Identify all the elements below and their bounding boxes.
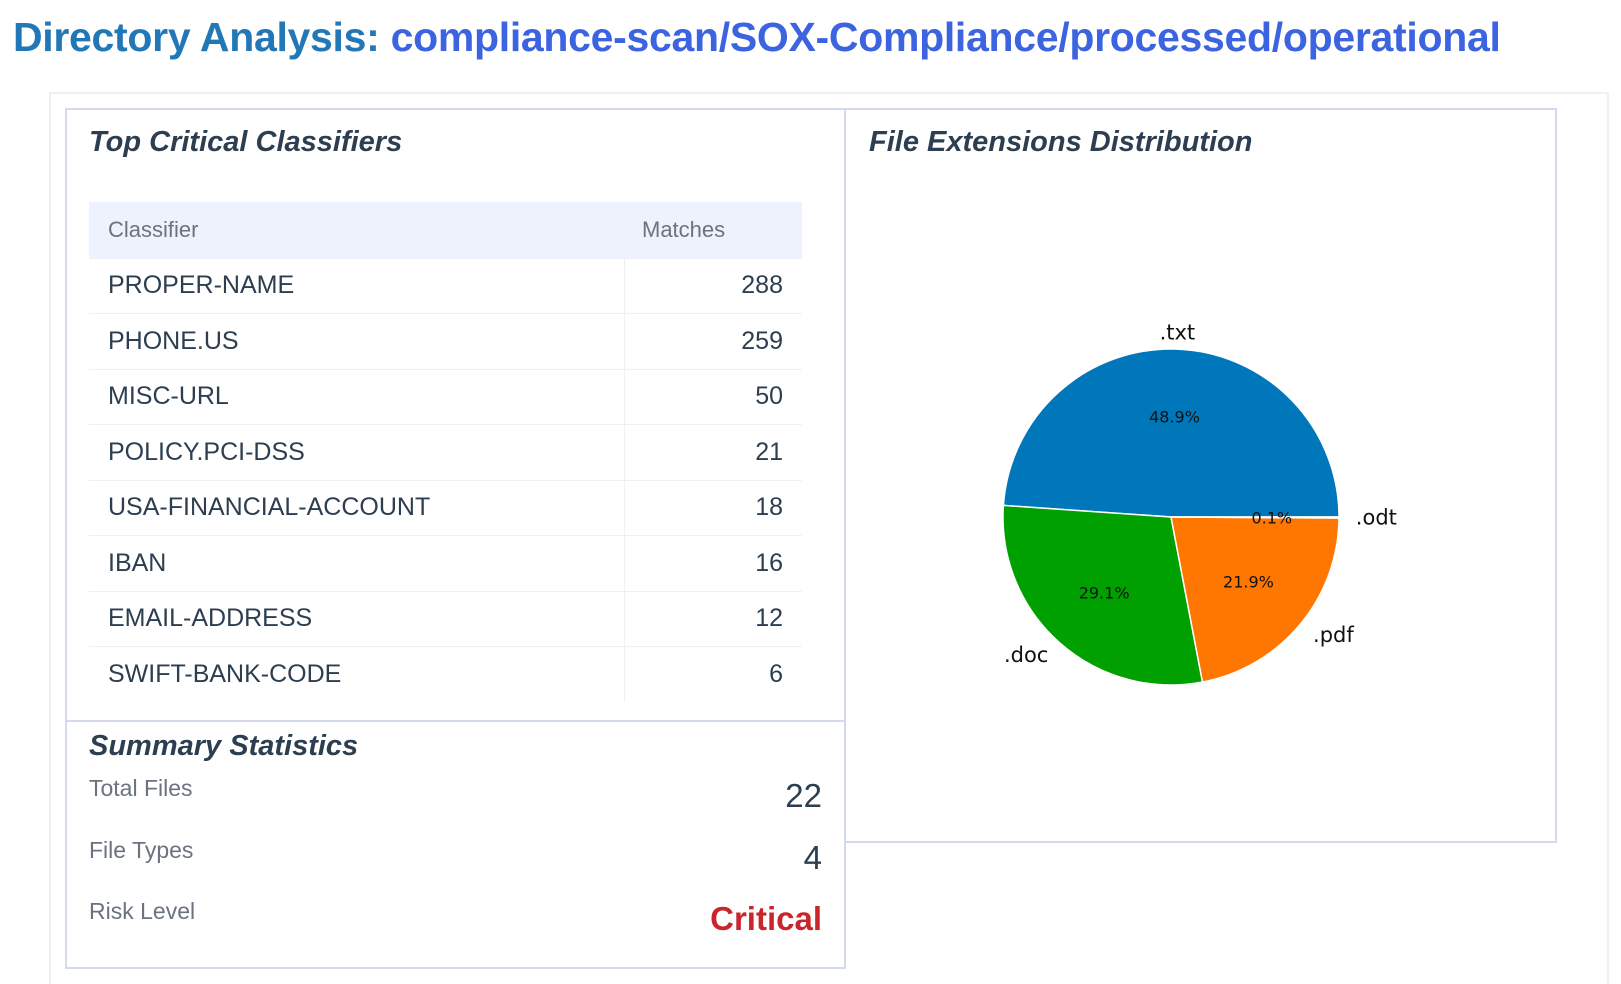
classifier-name: MISC-URL	[89, 368, 624, 425]
pie-percent-label: 21.9%	[1223, 572, 1274, 591]
risk-level-badge: Critical	[710, 900, 822, 937]
pie-percent-label: 29.1%	[1079, 583, 1130, 602]
classifier-name: USA-FINANCIAL-ACCOUNT	[89, 479, 624, 536]
directory-path: compliance-scan/SOX-Compliance/processed…	[390, 14, 1501, 60]
pie-slice-odt	[1170, 516, 1340, 519]
classifier-name: SWIFT-BANK-CODE	[89, 646, 624, 702]
summary-panel: Summary Statistics Total Files 22 File T…	[65, 720, 846, 969]
stat-file-types: File Types 4	[89, 829, 822, 879]
classifier-name: PHONE.US	[89, 313, 624, 369]
match-count: 12	[623, 590, 802, 647]
classifiers-table: Classifier Matches PROPER-NAME 288 PHONE.U…	[89, 202, 802, 702]
page-title: Directory Analysis: compliance-scan/SOX-…	[13, 14, 1501, 61]
summary-title: Summary Statistics	[89, 730, 359, 762]
match-count: 21	[623, 424, 802, 480]
classifier-name: POLICY.PCI-DSS	[89, 424, 624, 480]
table-row: PHONE.US 259	[89, 313, 802, 369]
table-row: PROPER-NAME 288	[89, 257, 802, 314]
classifier-name: IBAN	[89, 535, 624, 591]
match-count: 16	[623, 535, 802, 591]
table-row: SWIFT-BANK-CODE 6	[89, 646, 802, 702]
table-row: MISC-URL 50	[89, 368, 802, 425]
pie-category-label: .pdf	[1313, 623, 1354, 647]
match-count: 6	[623, 646, 802, 702]
pie-category-label: .odt	[1356, 506, 1397, 530]
title-label: Directory Analysis:	[13, 14, 380, 60]
chart-panel: File Extensions Distribution .txt 48.9% .d…	[844, 108, 1557, 843]
classifiers-title: Top Critical Classifiers	[89, 126, 403, 158]
pie-slice-doc	[1002, 504, 1204, 686]
stat-label: Risk Level	[89, 898, 196, 924]
table-row: USA-FINANCIAL-ACCOUNT 18	[89, 479, 802, 536]
match-count: 288	[623, 257, 802, 314]
stat-value: 22	[785, 777, 822, 814]
pie-slice-pdf	[1170, 516, 1340, 683]
match-count: 18	[623, 479, 802, 536]
dashboard-container	[49, 92, 1609, 984]
stat-total-files: Total Files 22	[89, 767, 822, 817]
match-count: 50	[623, 368, 802, 425]
pie-category-label: .txt	[1160, 320, 1196, 344]
stat-risk-level: Risk Level Critical	[89, 890, 822, 940]
pie-chart: .txt 48.9% .doc 29.1% .pdf 21.9% .odt 0.1%	[1002, 320, 1397, 686]
classifier-name: EMAIL-ADDRESS	[89, 590, 624, 647]
column-header-classifier: Classifier	[89, 202, 624, 258]
classifier-name: PROPER-NAME	[89, 257, 624, 314]
match-count: 259	[623, 313, 802, 369]
table-row: POLICY.PCI-DSS 21	[89, 424, 802, 480]
stat-label: File Types	[89, 837, 194, 863]
pie-slice-txt	[1002, 348, 1340, 518]
table-row: EMAIL-ADDRESS 12	[89, 590, 802, 647]
pie-percent-label: 0.1%	[1251, 508, 1292, 527]
pie-category-label: .doc	[1004, 643, 1048, 667]
table-row: IBAN 16	[89, 535, 802, 591]
stat-value: 4	[803, 839, 822, 876]
stat-label: Total Files	[89, 775, 193, 801]
pie-percent-label: 48.9%	[1149, 407, 1200, 426]
classifiers-panel: Top Critical Classifiers Classifier Matc…	[65, 108, 846, 722]
column-header-matches: Matches	[624, 202, 802, 258]
chart-title: File Extensions Distribution	[869, 126, 1253, 158]
